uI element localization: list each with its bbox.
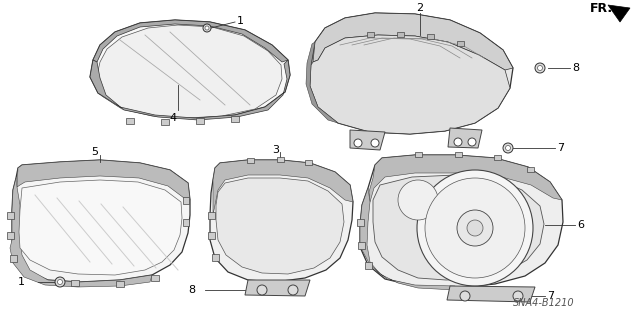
Circle shape bbox=[513, 291, 523, 301]
Polygon shape bbox=[17, 160, 190, 200]
Bar bbox=[305, 160, 312, 165]
Polygon shape bbox=[313, 13, 513, 70]
Circle shape bbox=[55, 277, 65, 287]
Polygon shape bbox=[608, 5, 630, 22]
Polygon shape bbox=[10, 178, 152, 287]
Polygon shape bbox=[216, 178, 344, 274]
Bar bbox=[357, 219, 364, 226]
Polygon shape bbox=[369, 155, 562, 202]
Bar bbox=[457, 41, 464, 46]
Circle shape bbox=[203, 24, 211, 32]
Bar bbox=[208, 212, 215, 219]
Bar bbox=[427, 34, 434, 39]
Text: 6: 6 bbox=[577, 220, 584, 230]
Polygon shape bbox=[213, 160, 353, 215]
Bar bbox=[116, 281, 124, 287]
Bar bbox=[415, 152, 422, 157]
Circle shape bbox=[371, 139, 379, 147]
Text: 8: 8 bbox=[188, 285, 195, 295]
Circle shape bbox=[398, 180, 438, 220]
Text: FR.: FR. bbox=[590, 2, 613, 15]
Circle shape bbox=[354, 139, 362, 147]
Text: 1: 1 bbox=[237, 16, 244, 26]
Bar bbox=[358, 242, 365, 249]
Polygon shape bbox=[310, 35, 510, 134]
Text: 3: 3 bbox=[273, 145, 280, 155]
Circle shape bbox=[538, 65, 543, 70]
Bar bbox=[247, 158, 254, 163]
Polygon shape bbox=[360, 188, 455, 290]
Bar bbox=[494, 155, 501, 160]
Text: 2: 2 bbox=[417, 3, 424, 13]
Bar bbox=[196, 118, 204, 124]
Text: 5: 5 bbox=[92, 147, 99, 157]
Bar bbox=[231, 116, 239, 122]
Polygon shape bbox=[360, 155, 563, 288]
Bar bbox=[527, 167, 534, 172]
Text: 8: 8 bbox=[572, 63, 579, 73]
Circle shape bbox=[535, 63, 545, 73]
Bar bbox=[208, 232, 215, 239]
Bar bbox=[7, 232, 14, 239]
Polygon shape bbox=[350, 130, 385, 150]
Circle shape bbox=[257, 285, 267, 295]
Polygon shape bbox=[310, 13, 513, 134]
Circle shape bbox=[425, 178, 525, 278]
Polygon shape bbox=[373, 175, 544, 280]
Circle shape bbox=[205, 26, 209, 30]
Circle shape bbox=[503, 143, 513, 153]
Circle shape bbox=[417, 170, 533, 286]
Polygon shape bbox=[448, 128, 482, 148]
Circle shape bbox=[460, 291, 470, 301]
Circle shape bbox=[454, 138, 462, 146]
Circle shape bbox=[288, 285, 298, 295]
Text: 7: 7 bbox=[547, 291, 554, 301]
Polygon shape bbox=[90, 20, 290, 118]
Bar bbox=[71, 280, 79, 286]
Bar bbox=[367, 32, 374, 37]
Polygon shape bbox=[19, 180, 182, 275]
Text: 1: 1 bbox=[18, 277, 25, 287]
Bar bbox=[277, 157, 284, 162]
Polygon shape bbox=[447, 286, 535, 302]
Bar bbox=[455, 152, 462, 157]
Bar bbox=[10, 255, 17, 262]
Text: SNA4-B1210: SNA4-B1210 bbox=[513, 298, 575, 308]
Bar bbox=[183, 219, 189, 226]
Circle shape bbox=[457, 210, 493, 246]
Bar bbox=[151, 275, 159, 281]
Polygon shape bbox=[90, 60, 290, 120]
Polygon shape bbox=[12, 160, 190, 282]
Circle shape bbox=[506, 145, 511, 151]
Bar bbox=[183, 197, 189, 204]
Polygon shape bbox=[245, 280, 310, 296]
Bar bbox=[212, 254, 219, 261]
Circle shape bbox=[58, 279, 63, 285]
Bar bbox=[365, 262, 372, 269]
Circle shape bbox=[468, 138, 476, 146]
Text: 4: 4 bbox=[170, 113, 177, 123]
Bar bbox=[7, 212, 14, 219]
Polygon shape bbox=[96, 25, 282, 118]
Polygon shape bbox=[210, 160, 353, 282]
Text: 7: 7 bbox=[557, 143, 564, 153]
Circle shape bbox=[467, 220, 483, 236]
Polygon shape bbox=[306, 42, 338, 123]
Polygon shape bbox=[93, 20, 288, 62]
Bar bbox=[126, 118, 134, 124]
Bar bbox=[161, 119, 169, 125]
Bar bbox=[397, 32, 404, 37]
